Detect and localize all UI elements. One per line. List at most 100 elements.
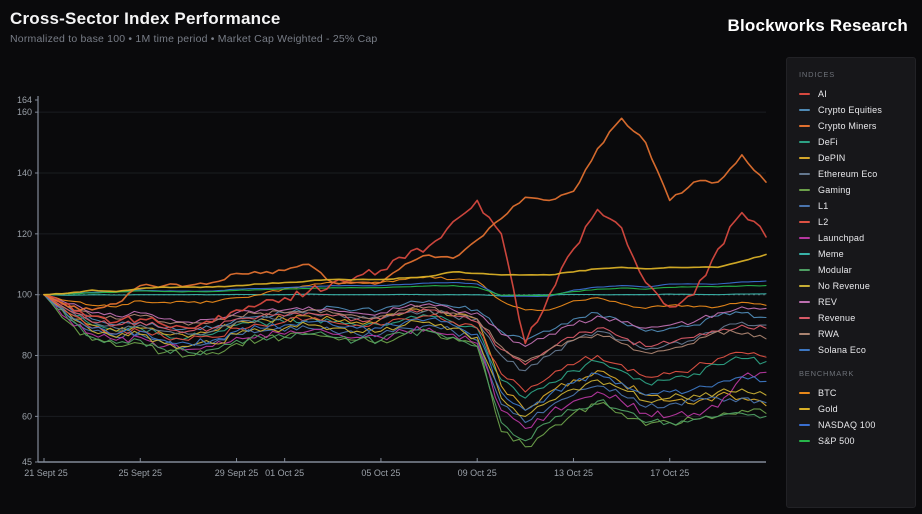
x-tick-label: 09 Oct 25 [458,468,497,478]
page-subtitle: Normalized to base 100 • 1M time period … [10,33,378,45]
legend-item-solana-eco[interactable]: Solana Eco [799,342,905,358]
legend-item-s-p-500[interactable]: S&P 500 [799,433,905,449]
legend-swatch-icon [799,205,810,207]
y-tick-label: 120 [17,229,32,239]
legend-item-gold[interactable]: Gold [799,401,905,417]
chart-panel: 45 60 80 100 120 140 160 164 21 Sept 25 25 Sept 2… [0,52,778,514]
series-line-gold [43,253,767,296]
legend-item-label: Crypto Equities [818,105,883,115]
series-line-depin [43,294,767,411]
legend-swatch-icon [799,221,810,223]
legend-swatch-icon [799,333,810,335]
legend-item-crypto-equities[interactable]: Crypto Equities [799,102,905,118]
page-title: Cross-Sector Index Performance [10,9,281,28]
series-line-revenue [43,294,767,366]
brand-logo: Blockworks Research [727,16,908,35]
legend-item-depin[interactable]: DePIN [799,150,905,166]
legend-item-nasdaq-100[interactable]: NASDAQ 100 [799,417,905,433]
legend-swatch-icon [799,317,810,319]
series-line-rwa [43,294,767,363]
legend-item-label: AI [818,89,827,99]
legend-swatch-icon [799,424,810,426]
legend-item-rwa[interactable]: RWA [799,326,905,342]
series-line-l1 [43,294,767,424]
legend-swatch-icon [799,440,810,442]
legend-item-label: REV [818,297,838,307]
legend-swatch-icon [799,157,810,159]
series-line-ai [43,199,767,345]
header: Cross-Sector Index Performance Normalize… [0,0,922,52]
legend-item-ethereum-eco[interactable]: Ethereum Eco [799,166,905,182]
legend-item-ai[interactable]: AI [799,86,905,102]
legend-swatch-icon [799,408,810,410]
series-line-meme [43,293,767,297]
x-tick-label: 21 Sept 25 [24,468,68,478]
y-tick-label: 164 [17,95,32,105]
legend-benchmark-header: BENCHMARK [799,369,855,378]
legend-item-label: Ethereum Eco [818,169,878,179]
y-tick-label: 100 [17,290,32,300]
series-line-crypto-miners [43,117,767,311]
legend-item-no-revenue[interactable]: No Revenue [799,278,905,294]
legend-indices-header: INDICES [799,70,836,79]
x-tick-label: 25 Sept 25 [118,468,162,478]
x-tick-label: 13 Oct 25 [554,468,593,478]
legend-item-label: Meme [818,249,844,259]
x-tick-label: 17 Oct 25 [650,468,689,478]
x-tick-label: 01 Oct 25 [265,468,304,478]
legend-item-label: DePIN [818,153,846,163]
series-line-solana-eco [43,294,767,411]
legend-swatch-icon [799,109,810,111]
legend-item-label: BTC [818,388,837,398]
legend-item-meme[interactable]: Meme [799,246,905,262]
legend-swatch-icon [799,349,810,351]
legend-swatch-icon [799,93,810,95]
legend-swatch-icon [799,269,810,271]
legend-swatch-icon [799,237,810,239]
series-line-l2 [43,294,767,393]
legend-item-l2[interactable]: L2 [799,214,905,230]
legend-item-label: NASDAQ 100 [818,420,876,430]
legend-swatch-icon [799,173,810,175]
legend-item-crypto-miners[interactable]: Crypto Miners [799,118,905,134]
legend-item-label: Solana Eco [818,345,867,355]
legend-item-label: RWA [818,329,840,339]
legend-swatch-icon [799,253,810,255]
legend-item-label: DeFi [818,137,838,147]
legend-item-btc[interactable]: BTC [799,385,905,401]
legend-item-label: S&P 500 [818,436,855,446]
series-line-rev [43,294,767,347]
legend-item-label: Launchpad [818,233,865,243]
series-line-s-p-500 [43,284,767,297]
series-line-no-revenue [43,294,767,417]
legend-item-gaming[interactable]: Gaming [799,182,905,198]
series-line-modular [43,294,767,442]
legend-swatch-icon [799,141,810,143]
legend-item-label: Gold [818,404,838,414]
legend-benchmark-list: BTC Gold NASDAQ 100 S&P 500 [799,385,905,449]
series-line-btc [43,275,767,311]
legend-item-defi[interactable]: DeFi [799,134,905,150]
x-tick-label: 29 Sept 25 [215,468,259,478]
plot-area[interactable]: 45 60 80 100 120 140 160 164 21 Sept 25 25 Sept 2… [0,52,778,514]
legend-item-label: No Revenue [818,281,871,291]
x-tick-label: 05 Oct 25 [361,468,400,478]
series-line-launchpad [43,294,767,430]
legend-item-launchpad[interactable]: Launchpad [799,230,905,246]
legend-swatch-icon [799,125,810,127]
legend-swatch-icon [799,301,810,303]
legend-item-rev[interactable]: REV [799,294,905,310]
y-tick-label: 140 [17,168,32,178]
legend-item-label: Modular [818,265,852,275]
legend-indices-list: AI Crypto Equities Crypto Miners DeFi DePIN E… [799,86,905,358]
legend-item-label: Revenue [818,313,856,323]
series-line-nasdaq-100 [43,280,767,297]
y-tick-label: 160 [17,107,32,117]
legend-item-modular[interactable]: Modular [799,262,905,278]
legend-panel: INDICES AI Crypto Equities Crypto Miners De… [786,57,916,508]
legend-item-revenue[interactable]: Revenue [799,310,905,326]
legend-swatch-icon [799,189,810,191]
legend-swatch-icon [799,392,810,394]
legend-item-l1[interactable]: L1 [799,198,905,214]
